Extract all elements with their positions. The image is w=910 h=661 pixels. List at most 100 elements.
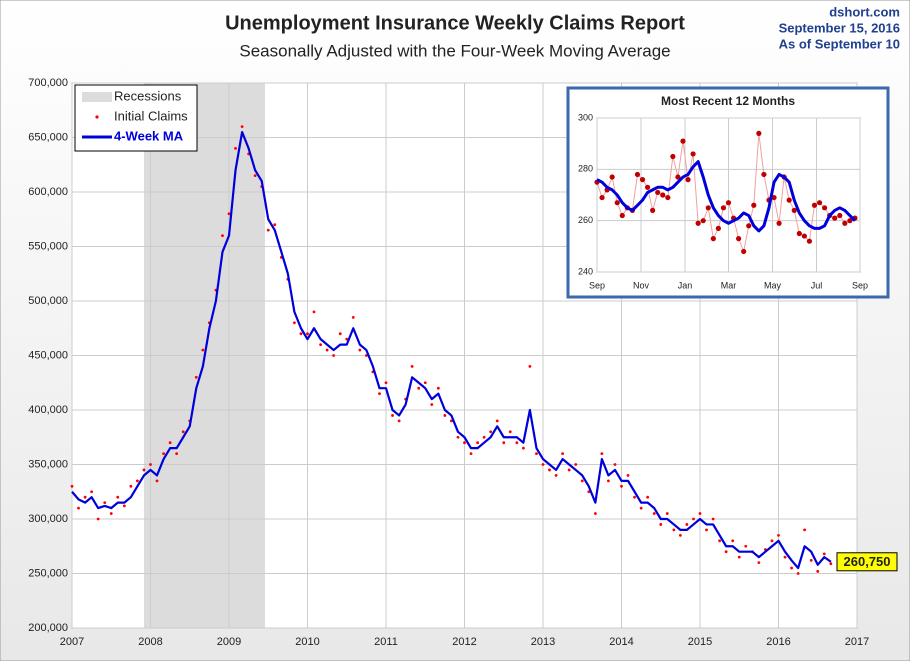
claim-dot xyxy=(659,523,663,526)
claim-dot xyxy=(776,220,782,226)
claim-dot xyxy=(847,218,853,224)
claim-dot xyxy=(639,506,643,510)
claim-dot xyxy=(574,463,578,466)
claim-dot xyxy=(554,474,558,477)
claim-dot xyxy=(737,555,741,559)
claim-dot xyxy=(646,495,650,499)
claim-dot xyxy=(90,490,94,494)
last-value-box xyxy=(836,552,898,572)
claim-dot xyxy=(613,463,617,466)
y-tick-label: 600,000 xyxy=(28,186,68,198)
claim-dot xyxy=(96,517,100,521)
claim-dot xyxy=(786,197,792,203)
claim-dot xyxy=(746,223,752,229)
claim-dot xyxy=(829,562,833,566)
claim-dot xyxy=(162,452,166,455)
claim-dot xyxy=(122,504,126,508)
x-tick-label: Sep xyxy=(589,280,605,290)
inset-plot: 240 260 280 300 Sep Nov Jan Mar May Jul Sep xyxy=(578,112,868,290)
claim-dot xyxy=(842,220,848,226)
claim-dot xyxy=(806,238,813,244)
claim-dot xyxy=(816,569,820,573)
x-tick-label: Jul xyxy=(811,280,823,290)
claim-dot xyxy=(489,430,493,434)
x-tick-label: 2015 xyxy=(688,636,712,648)
claim-dot xyxy=(201,348,205,352)
claim-dot xyxy=(705,205,711,211)
claim-dot xyxy=(70,484,74,488)
y-tick-label: 260 xyxy=(578,215,593,225)
claim-dot xyxy=(756,130,762,136)
claim-dot xyxy=(690,151,696,157)
claim-dot xyxy=(620,484,623,488)
x-tick-label: 2014 xyxy=(609,636,633,648)
claim-dot xyxy=(476,441,480,445)
claim-dot xyxy=(135,479,139,483)
claim-dot xyxy=(700,218,706,224)
claim-dot xyxy=(587,490,591,494)
claim-dot xyxy=(634,171,641,178)
y-tick-label: 240 xyxy=(578,266,593,276)
claim-dot xyxy=(725,200,732,206)
claim-dot xyxy=(720,205,727,211)
claim-dot xyxy=(149,463,152,466)
claim-dot xyxy=(678,533,682,537)
claim-dot xyxy=(319,343,323,346)
claim-dot xyxy=(299,332,303,336)
claim-dot xyxy=(811,202,818,208)
claim-dot xyxy=(783,555,787,559)
y-tick-label: 300 xyxy=(578,112,593,122)
x-tick-label: 2010 xyxy=(295,636,319,648)
claim-dot xyxy=(770,539,774,543)
claim-dot xyxy=(227,212,231,216)
y-tick-label: 650,000 xyxy=(28,131,68,143)
x-tick-label: 2007 xyxy=(60,636,84,648)
claim-dot xyxy=(155,479,159,483)
claim-dot xyxy=(644,184,651,190)
claim-dot xyxy=(718,539,722,543)
source: dshort.com xyxy=(829,4,900,19)
claim-dot xyxy=(443,414,447,417)
y-tick-label: 500,000 xyxy=(28,295,68,307)
claim-dot xyxy=(436,386,440,390)
legend-label: Initial Claims xyxy=(114,108,188,123)
claim-dot xyxy=(502,441,506,445)
x-tick-label: Sep xyxy=(852,280,868,290)
claim-dot xyxy=(449,419,453,423)
claim-dot xyxy=(482,435,486,439)
claim-dot xyxy=(312,310,316,314)
claim-dot xyxy=(692,517,695,521)
source: September 15, 2016 xyxy=(779,20,900,35)
claim-dot xyxy=(757,561,761,564)
claim-dot xyxy=(652,512,656,515)
claim-dot xyxy=(266,228,270,232)
claim-dot xyxy=(541,463,545,466)
claim-dot xyxy=(175,452,179,455)
claim-dot xyxy=(777,533,780,537)
claim-dot xyxy=(423,381,427,385)
claim-dot xyxy=(253,174,257,178)
claim-dot xyxy=(351,315,355,319)
claim-dot xyxy=(292,321,296,325)
chart-subtitle: Seasonally Adjusted with the Four-Week M… xyxy=(239,41,670,60)
claim-dot xyxy=(273,223,277,227)
claim-dot xyxy=(142,468,146,472)
claim-dot xyxy=(548,468,551,472)
claim-dot xyxy=(665,194,671,201)
claim-dot xyxy=(685,177,691,183)
claim-dot xyxy=(695,220,701,226)
claim-dot xyxy=(599,194,605,201)
y-tick-label: 700,000 xyxy=(28,77,68,89)
y-tick-label: 400,000 xyxy=(28,404,68,416)
claim-dot xyxy=(181,430,185,434)
claim-dot xyxy=(715,225,721,231)
last-value-label: 260,750 xyxy=(844,554,891,569)
claim-dot xyxy=(791,207,797,213)
claim-line xyxy=(596,133,856,254)
claim-dot xyxy=(384,381,388,385)
claim-dot xyxy=(593,512,597,515)
y-tick-label: 200,000 xyxy=(28,622,68,634)
x-tick-label: 2012 xyxy=(452,636,476,648)
claim-dot xyxy=(332,354,336,357)
